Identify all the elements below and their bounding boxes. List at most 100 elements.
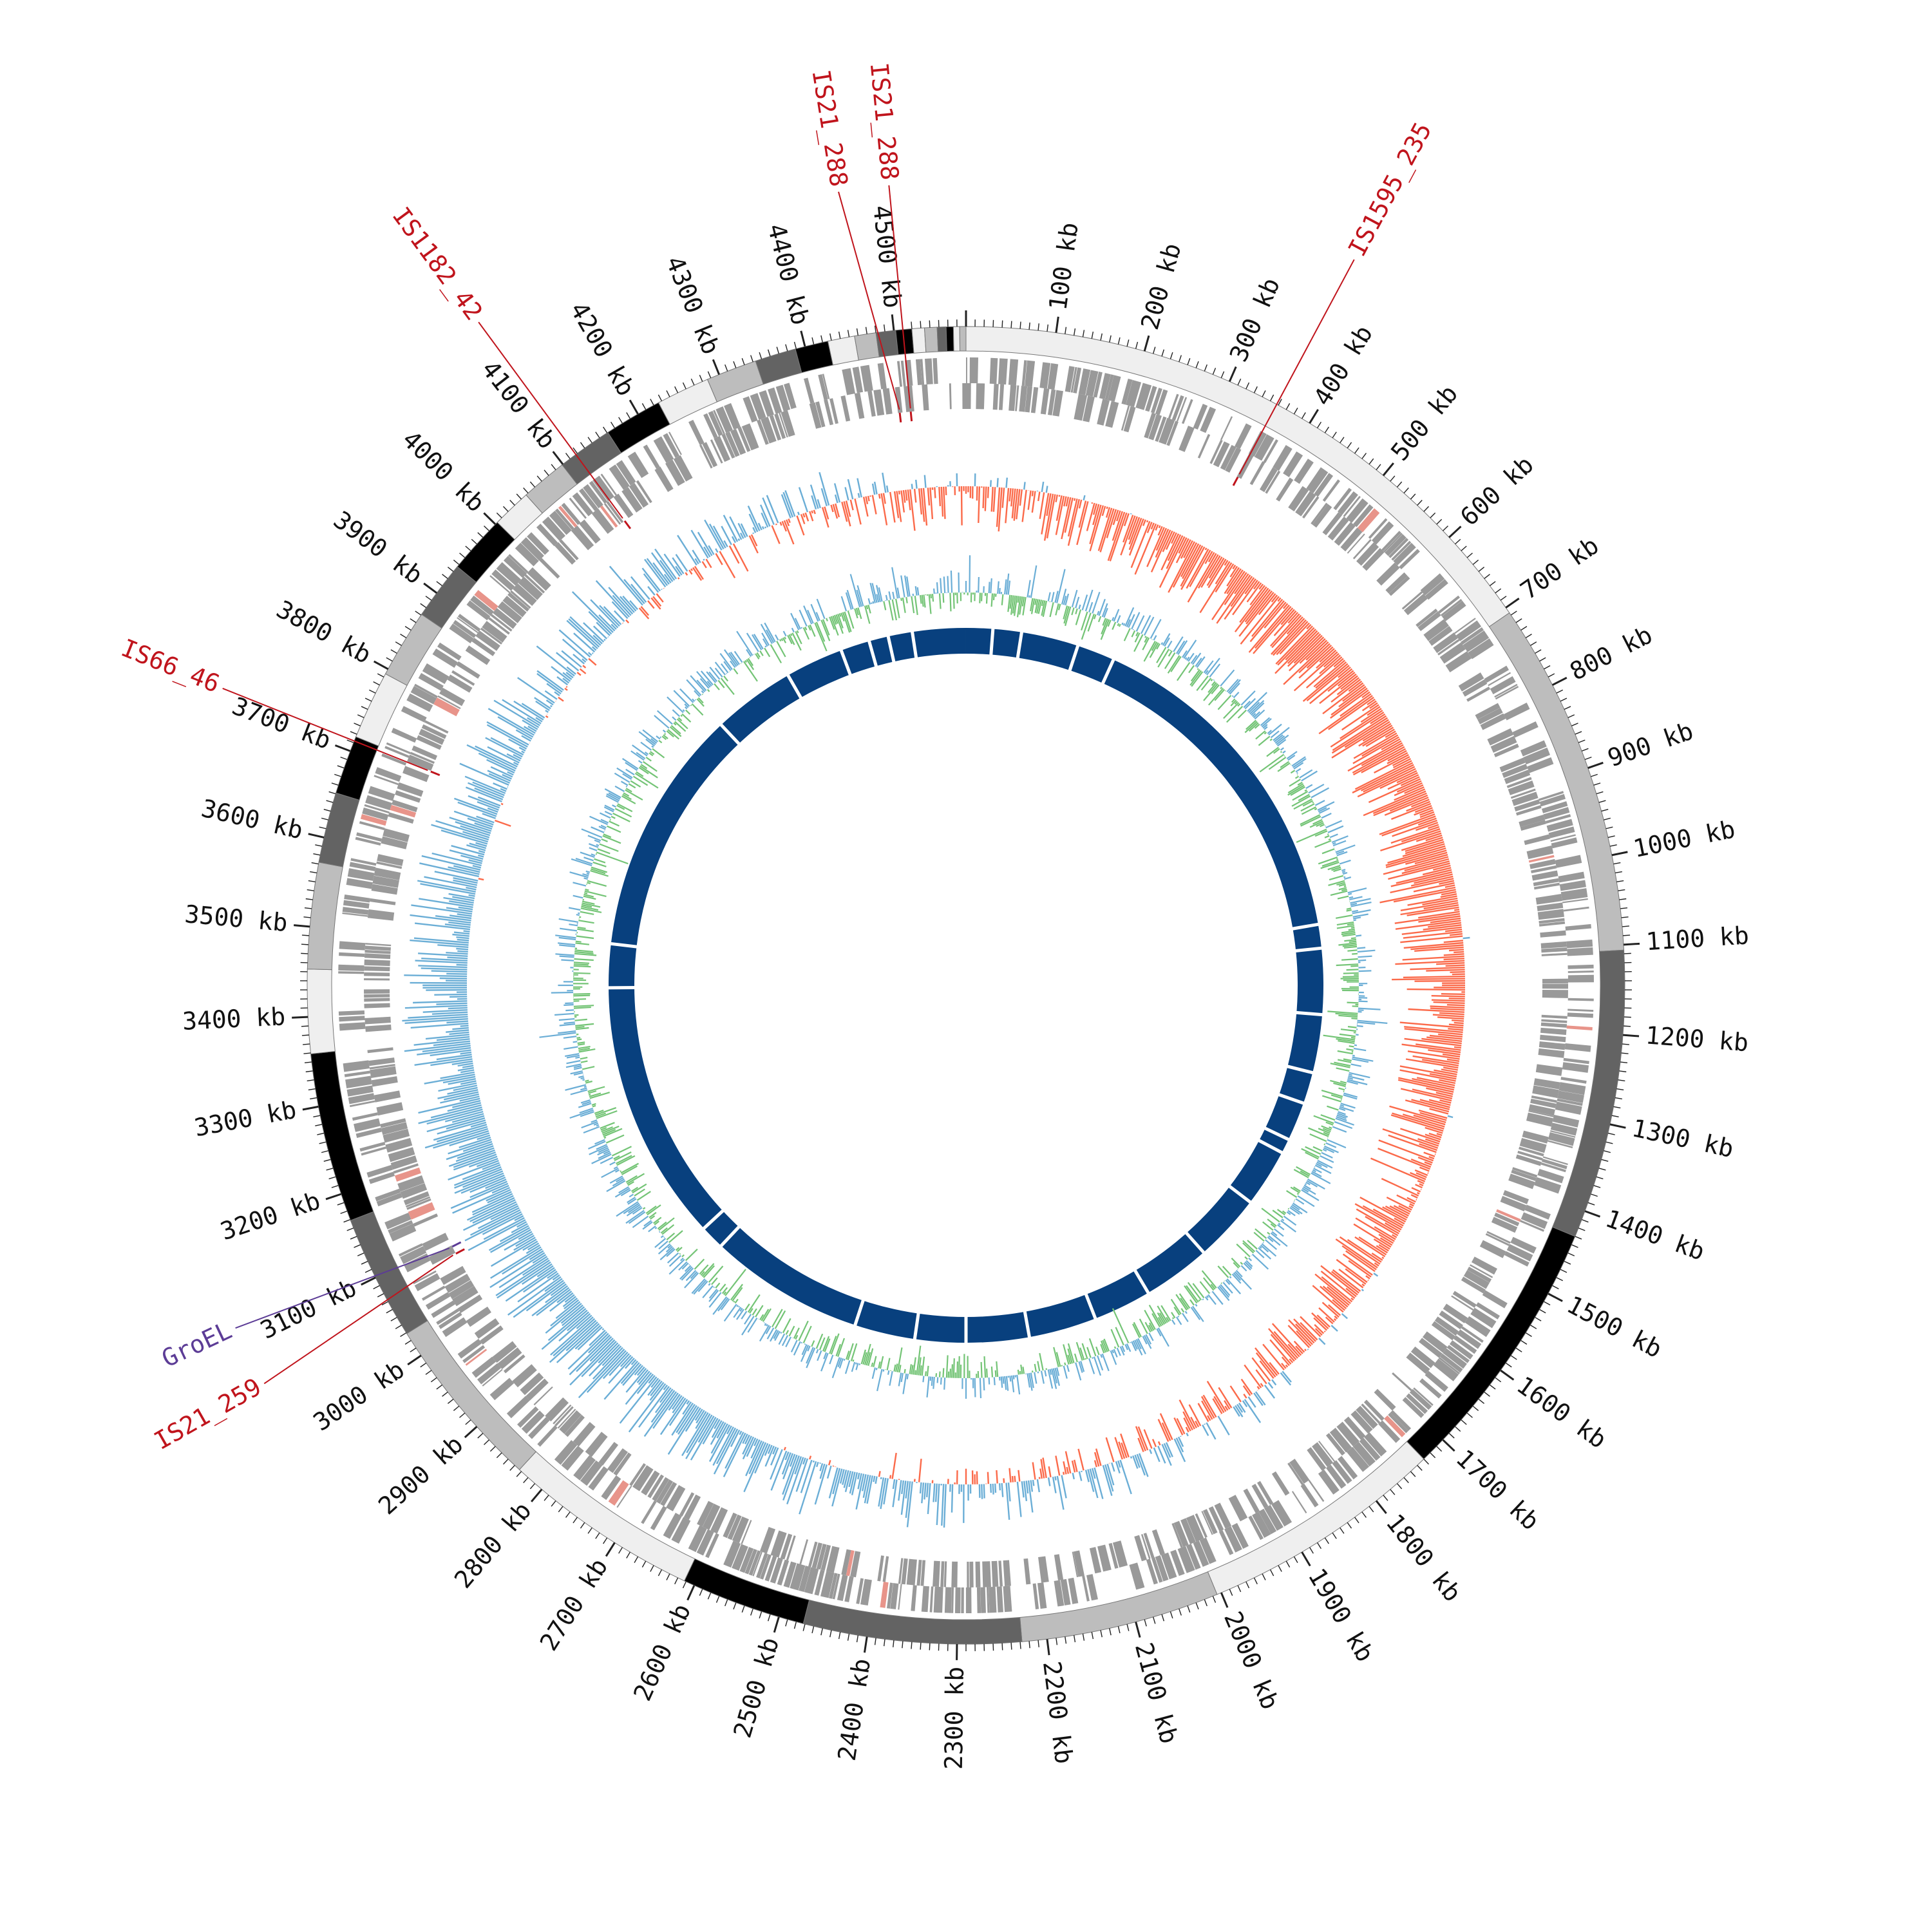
- gene-block: [732, 1544, 748, 1571]
- gene-block: [1343, 495, 1361, 517]
- gene-block: [1461, 1276, 1486, 1294]
- gene-block: [374, 775, 399, 786]
- gene-block: [844, 1576, 854, 1602]
- minor-tick: [920, 1642, 922, 1650]
- gene-block: [1511, 1170, 1537, 1182]
- minor-tick: [618, 1547, 623, 1554]
- tick-label: 2700 kb: [535, 1553, 614, 1656]
- gene-block: [385, 1137, 413, 1153]
- gene-block: [1519, 1146, 1544, 1157]
- minor-tick: [1109, 335, 1112, 343]
- gene-block: [1197, 433, 1211, 459]
- gene-block: [954, 1587, 961, 1613]
- minor-tick: [626, 1551, 631, 1558]
- gene-block: [1567, 1012, 1593, 1018]
- gene-block: [414, 683, 438, 698]
- gene-block: [554, 1406, 574, 1426]
- minor-tick: [1430, 1452, 1436, 1459]
- gene-block: [1186, 1515, 1204, 1542]
- minor-tick: [595, 1532, 600, 1539]
- gene-block: [1461, 627, 1484, 645]
- contig-segment: [406, 1320, 536, 1470]
- major-tick: [373, 660, 389, 670]
- gene-block: [656, 1479, 674, 1504]
- gene-block: [688, 1525, 707, 1553]
- minor-tick: [750, 1608, 753, 1616]
- minor-tick: [477, 532, 484, 538]
- minor-tick: [902, 1641, 904, 1649]
- tick-label: 3200 kb: [217, 1186, 324, 1245]
- minor-tick: [1495, 1377, 1502, 1383]
- gene-block: [837, 1575, 848, 1602]
- gene-block: [1506, 1244, 1533, 1262]
- gene-block: [1391, 540, 1412, 561]
- gene-block: [1479, 1240, 1506, 1258]
- gene-block: [1108, 375, 1121, 402]
- minor-tick: [1390, 1489, 1396, 1495]
- minor-tick: [1332, 431, 1337, 439]
- gene-block: [418, 673, 444, 691]
- minor-tick: [1144, 1619, 1147, 1627]
- minor-tick: [395, 1325, 402, 1329]
- gc-content-track: [539, 555, 1388, 1399]
- minor-tick: [724, 1599, 728, 1607]
- gene-block: [1099, 373, 1111, 400]
- gene-block: [1490, 676, 1516, 695]
- scale-ticks: [292, 310, 1640, 1660]
- gene-block: [1359, 1437, 1381, 1461]
- gene-block: [360, 814, 387, 826]
- gene-block: [1144, 412, 1157, 439]
- gene-block: [1546, 819, 1573, 832]
- gene-block: [1307, 1447, 1327, 1471]
- minor-tick: [1472, 1405, 1479, 1411]
- minor-tick: [1212, 368, 1217, 375]
- gene-block: [1485, 1233, 1510, 1246]
- gene-block: [1540, 1034, 1566, 1043]
- minor-tick: [1461, 1419, 1467, 1425]
- gene-block: [389, 1223, 417, 1242]
- major-tick: [361, 1276, 376, 1286]
- minor-tick: [1472, 560, 1479, 565]
- minor-tick: [377, 1293, 384, 1298]
- minor-tick: [313, 853, 321, 856]
- gene-block: [1213, 441, 1230, 468]
- gene-block: [756, 1553, 768, 1578]
- gene-block: [1308, 1479, 1325, 1502]
- gene-block: [1409, 1388, 1432, 1410]
- minor-tick: [838, 331, 841, 339]
- gene-block: [343, 900, 370, 909]
- gene-block: [1514, 799, 1540, 811]
- gene-block: [1493, 743, 1519, 757]
- gene-block: [384, 1213, 412, 1229]
- gene-block: [1406, 1352, 1430, 1374]
- gene-block: [1542, 1156, 1568, 1166]
- gene-block: [448, 1280, 475, 1300]
- major-tick: [334, 744, 351, 752]
- gene-block: [559, 1410, 582, 1434]
- tick-label: 200 kb: [1135, 240, 1187, 333]
- minor-tick: [1001, 1643, 1003, 1651]
- gene-block: [339, 952, 365, 958]
- gene-block: [1108, 1542, 1119, 1569]
- gene-block: [493, 607, 517, 629]
- gene-block: [668, 431, 682, 455]
- gene-block: [1288, 486, 1309, 512]
- gene-block: [471, 1356, 497, 1378]
- contig-segment: [307, 862, 343, 971]
- tick-label: 3900 kb: [328, 506, 428, 590]
- gene-block: [1410, 1346, 1435, 1368]
- gene-block: [1376, 562, 1400, 586]
- gene-block: [1151, 1557, 1163, 1583]
- gene-block: [361, 1146, 387, 1156]
- minor-tick: [1591, 773, 1598, 777]
- minor-tick: [1455, 1426, 1461, 1432]
- gene-block: [1567, 998, 1594, 1001]
- minor-tick: [1285, 1560, 1291, 1567]
- gene-block: [1155, 389, 1168, 415]
- minor-tick: [323, 809, 331, 812]
- minor-tick: [368, 689, 376, 694]
- minor-tick: [883, 324, 886, 332]
- gene-block: [1388, 576, 1410, 596]
- gene-block: [561, 502, 581, 526]
- gene-block: [390, 1155, 417, 1170]
